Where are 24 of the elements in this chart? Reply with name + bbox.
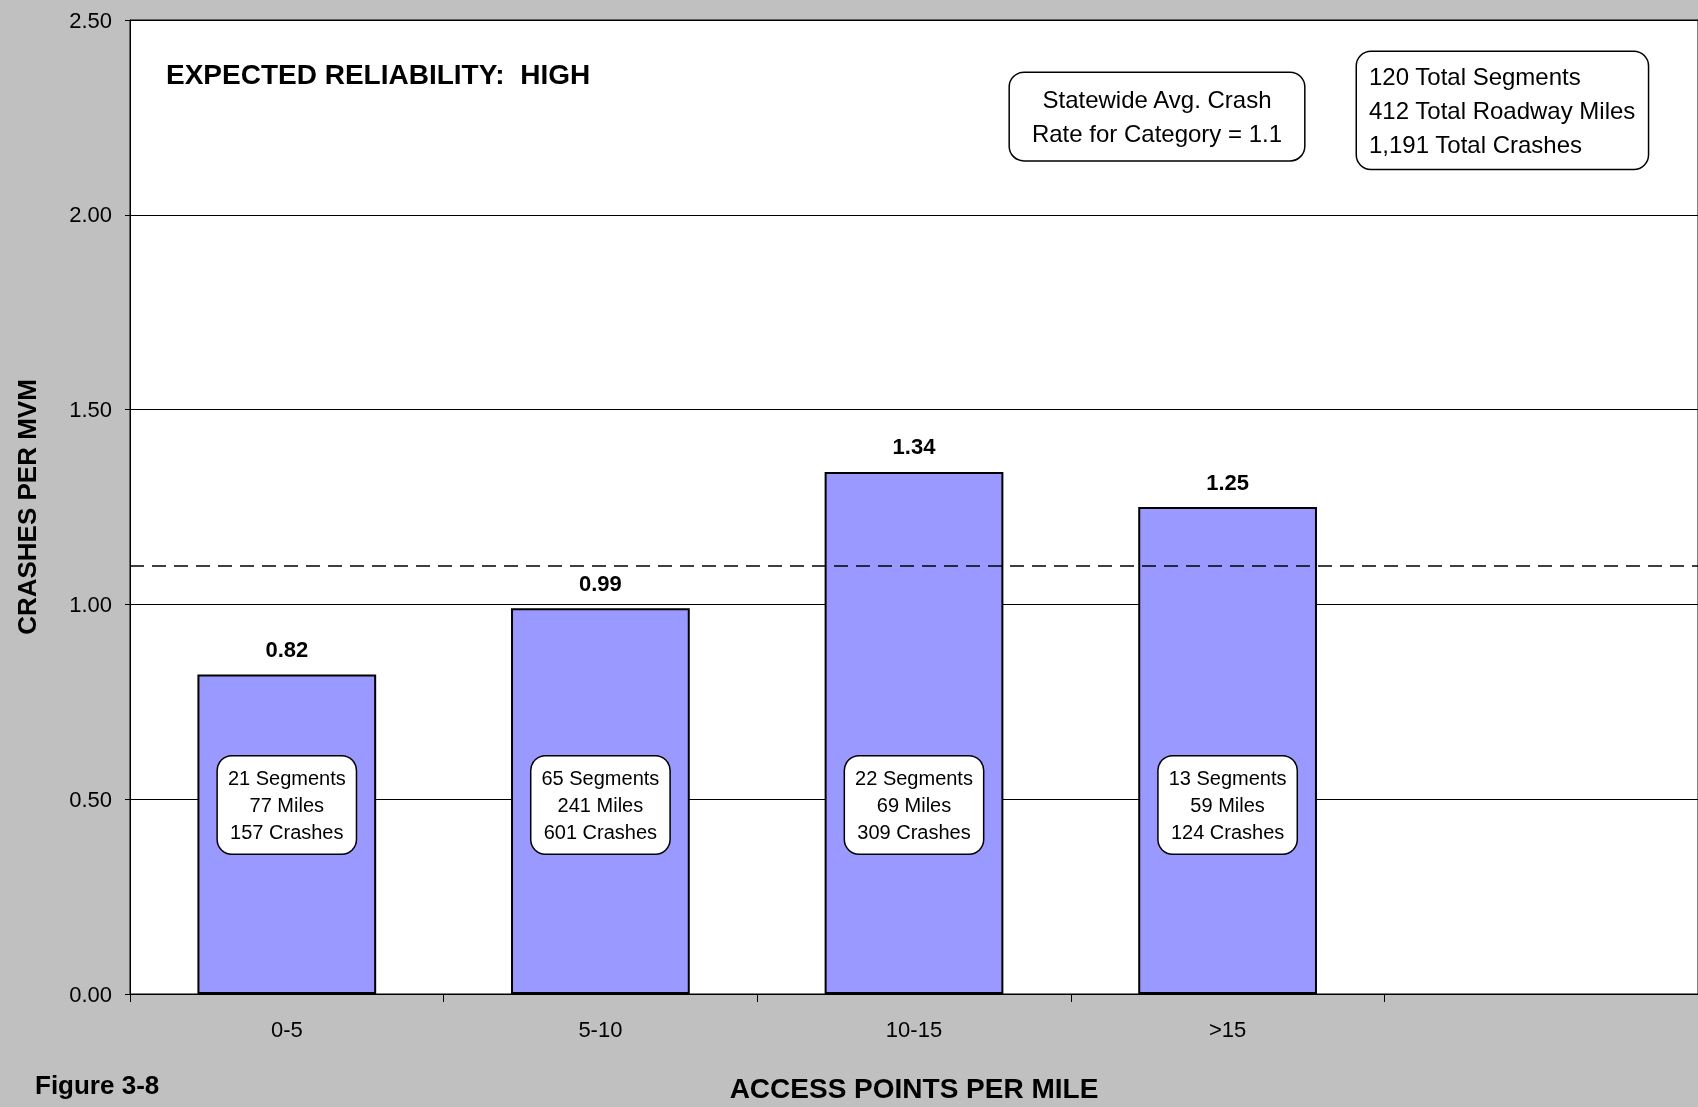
annotation: 13 Segments 59 Miles 124 Crashes: [1168, 767, 1287, 843]
x-tick-label: 5-10: [578, 1016, 623, 1042]
annotation: 65 Segments 241 Miles 601 Crashes: [541, 767, 660, 843]
caption: Figure 3-8: [35, 1070, 160, 1100]
data-label: 0.99: [578, 570, 622, 596]
data-label: 0.82: [265, 637, 309, 663]
y-axis-title: CRASHES PER MVM: [12, 379, 42, 635]
annotation: 21 Segments 77 Miles 157 Crashes: [227, 767, 346, 843]
data-label: 1.25: [1206, 469, 1250, 495]
x-tick-label: 10-15: [885, 1016, 943, 1042]
y-tick-label: 0.50: [69, 786, 112, 812]
y-tick-label: 1.00: [69, 591, 112, 617]
annotation: 120 Total Segments 412 Total Roadway Miles 1,191 Total Crashes: [1369, 63, 1636, 158]
x-tick-label: 0-5: [270, 1016, 303, 1042]
y-tick-label: 2.50: [69, 7, 112, 33]
y-tick-label: 0.00: [69, 981, 112, 1007]
text: EXPECTED RELIABILITY: HIGH: [166, 58, 591, 90]
x-tick-label: >15: [1208, 1016, 1247, 1042]
x-axis-title: ACCESS POINTS PER MILE: [729, 1072, 1099, 1104]
y-tick-label: 1.50: [69, 397, 112, 423]
annotation: 22 Segments 69 Miles 309 Crashes: [855, 767, 973, 843]
y-tick-label: 2.00: [69, 202, 112, 228]
data-label: 1.34: [892, 434, 937, 460]
ref-line-label: Statewide Avg. Crash Rate for Category = 1.1: [1031, 86, 1283, 147]
